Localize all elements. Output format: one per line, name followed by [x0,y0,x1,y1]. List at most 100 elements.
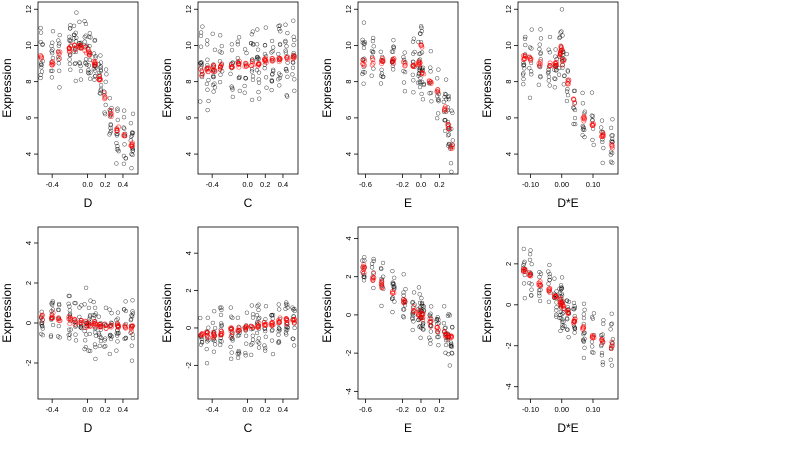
data-point [212,81,217,86]
fitted-point [522,266,528,272]
data-point [115,143,120,149]
data-point [278,29,283,34]
data-point [198,61,203,66]
data-point [521,63,526,68]
fitted-point [370,277,376,283]
data-point [206,98,211,104]
data-point [278,73,283,78]
data-point [128,121,134,126]
data-point [108,123,113,128]
data-point [68,67,73,72]
data-point [244,341,249,346]
x-tick-label: 0.10 [586,180,601,189]
data-point [599,118,605,123]
fitted-point [443,331,449,337]
data-point [362,56,367,61]
data-point [449,108,454,113]
fitted-point [85,320,91,326]
data-point [277,23,282,28]
data-point [50,40,55,45]
fitted-point [114,128,120,133]
data-point [256,80,262,85]
data-point [123,299,128,304]
data-point [269,312,275,318]
data-point [564,316,570,321]
data-point [599,353,605,358]
fitted-point [609,343,614,349]
data-point [88,313,93,318]
data-point [435,76,440,81]
data-point [537,269,542,275]
data-point [256,316,261,321]
data-point [362,275,367,280]
data-point [92,74,97,79]
fitted-point [276,318,282,324]
data-point [254,312,260,318]
data-point [559,286,565,291]
data-point [109,320,114,325]
data-point [198,342,204,347]
data-point [67,61,73,66]
data-point [97,343,102,349]
data-point [115,147,121,152]
data-point [420,65,426,70]
data-point [546,78,551,83]
data-point [443,128,448,134]
fitted-point [217,64,223,70]
fitted-point [204,330,210,336]
fitted-point [129,143,135,149]
data-point [269,338,275,343]
data-point [199,340,205,345]
data-point [284,300,289,305]
data-point [130,309,135,314]
data-point [411,319,416,324]
data-point [67,304,72,309]
data-point [242,83,247,89]
x-tick-label: -0.4 [46,180,59,189]
data-point [249,97,255,103]
fitted-point [57,56,63,62]
fitted-point [552,63,558,69]
data-point [269,38,275,44]
data-point [211,74,216,80]
fitted-point [580,325,586,331]
data-point [392,275,397,280]
fitted-point [284,318,290,323]
data-point [217,49,222,54]
data-point [572,330,577,335]
data-point [198,33,204,39]
data-point [361,20,367,25]
data-point [436,334,441,340]
data-point [381,274,386,279]
data-point [122,126,127,131]
y-tick-label: 2 [504,262,513,266]
data-point [57,32,62,38]
data-point [283,48,288,53]
data-point [554,289,559,294]
data-point [86,305,92,311]
data-point [610,136,615,142]
fitted-point [263,58,269,64]
data-point [428,337,433,343]
data-point [410,72,415,77]
data-point [582,345,587,350]
data-point [103,102,108,108]
data-point [38,30,44,35]
data-point [56,307,61,313]
fitted-point [217,332,223,338]
data-point [546,299,552,304]
data-point [128,134,134,139]
data-point [91,313,96,318]
x-axis-label: D*E [557,196,578,210]
data-point [546,69,551,75]
data-point [582,307,587,312]
fitted-point [537,63,543,69]
fitted-point [263,60,269,66]
data-point [523,34,528,40]
data-point [256,307,261,313]
data-point [85,70,91,75]
fitted-point [290,53,296,59]
fitted-point [228,328,234,334]
y-axis-label: Expression [0,283,14,342]
plot-frame [357,1,459,175]
